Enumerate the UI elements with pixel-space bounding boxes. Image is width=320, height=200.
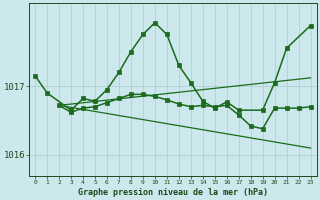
X-axis label: Graphe pression niveau de la mer (hPa): Graphe pression niveau de la mer (hPa): [78, 188, 268, 197]
